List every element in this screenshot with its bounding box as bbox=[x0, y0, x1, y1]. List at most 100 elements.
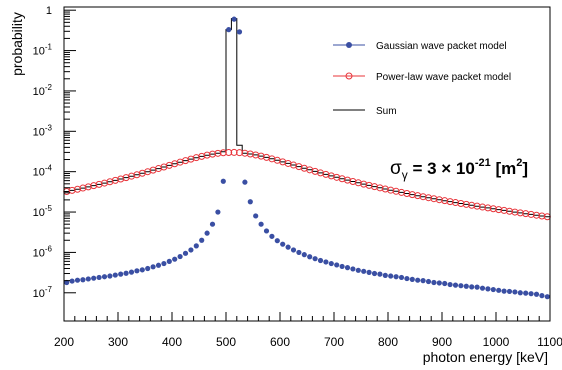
point-power-law bbox=[500, 206, 508, 214]
point-gaussian bbox=[501, 288, 507, 294]
point-power-law bbox=[522, 210, 530, 218]
sigma-unit-close: ] bbox=[522, 159, 528, 178]
point-gaussian bbox=[355, 267, 361, 273]
point-power-law bbox=[533, 211, 540, 219]
point-power-law bbox=[506, 207, 513, 215]
point-gaussian bbox=[479, 285, 486, 291]
point-power-law bbox=[473, 202, 481, 210]
y-tick-label: 10-1 bbox=[33, 43, 53, 58]
point-gaussian bbox=[485, 286, 491, 292]
sigma-equals: = 3 × 10 bbox=[408, 159, 475, 178]
point-power-law bbox=[230, 148, 238, 156]
point-gaussian bbox=[188, 247, 194, 253]
point-gaussian bbox=[296, 249, 302, 256]
point-gaussian bbox=[366, 269, 372, 275]
point-gaussian bbox=[280, 241, 286, 247]
point-gaussian bbox=[274, 238, 280, 244]
legend-entry-power-law: Power-law wave packet model bbox=[333, 72, 511, 83]
point-gaussian bbox=[172, 256, 178, 262]
point-gaussian bbox=[496, 287, 502, 293]
point-gaussian bbox=[512, 289, 518, 295]
point-gaussian bbox=[371, 270, 378, 277]
point-gaussian bbox=[242, 179, 248, 185]
point-gaussian bbox=[377, 271, 383, 277]
point-gaussian bbox=[123, 270, 129, 276]
legend-label-sum: Sum bbox=[376, 106, 397, 117]
point-gaussian bbox=[128, 269, 135, 275]
legend-entry-gaussian: Gaussian wave packet model bbox=[333, 41, 507, 52]
point-power-law bbox=[511, 208, 519, 216]
x-tick-label: 900 bbox=[432, 335, 452, 349]
x-tick-label: 600 bbox=[270, 335, 290, 349]
legend-label-gaussian: Gaussian wave packet model bbox=[376, 41, 507, 52]
point-gaussian bbox=[506, 288, 513, 295]
point-power-law bbox=[236, 149, 243, 157]
point-gaussian bbox=[112, 272, 118, 278]
point-gaussian bbox=[150, 264, 156, 270]
point-gaussian bbox=[404, 275, 410, 282]
point-gaussian bbox=[398, 274, 405, 281]
plot-frame bbox=[63, 6, 551, 322]
point-power-law bbox=[489, 205, 497, 213]
point-gaussian bbox=[96, 274, 102, 281]
sigma-exponent: -21 bbox=[475, 157, 491, 169]
point-gaussian bbox=[134, 268, 140, 274]
point-power-law bbox=[225, 148, 233, 156]
point-gaussian bbox=[285, 244, 291, 250]
point-gaussian bbox=[452, 282, 459, 288]
point-gaussian bbox=[85, 276, 91, 282]
point-gaussian bbox=[161, 260, 167, 267]
point-gaussian bbox=[118, 271, 124, 277]
point-power-law bbox=[538, 212, 546, 220]
point-gaussian bbox=[80, 277, 86, 283]
point-gaussian bbox=[463, 283, 469, 289]
point-gaussian bbox=[209, 221, 216, 227]
point-power-law bbox=[241, 149, 249, 157]
point-gaussian bbox=[469, 284, 475, 290]
x-tick-label: 1100 bbox=[537, 335, 562, 349]
point-gaussian bbox=[388, 273, 394, 279]
x-tick-label: 700 bbox=[324, 335, 344, 349]
point-gaussian bbox=[393, 274, 399, 280]
point-gaussian bbox=[247, 199, 253, 205]
x-tick-label: 400 bbox=[162, 335, 182, 349]
point-gaussian bbox=[361, 268, 367, 274]
point-gaussian bbox=[269, 233, 275, 239]
point-power-law bbox=[495, 206, 503, 214]
point-gaussian bbox=[253, 213, 259, 219]
point-gaussian bbox=[533, 291, 540, 297]
point-gaussian bbox=[290, 247, 297, 253]
point-gaussian bbox=[74, 277, 81, 283]
point-gaussian bbox=[301, 252, 307, 258]
point-power-law bbox=[484, 204, 492, 212]
legend-entry-sum: Sum bbox=[333, 106, 397, 117]
point-gaussian bbox=[425, 278, 432, 285]
axes: 200 300 400 500 600 700 800 900 1000 1100 10-7 10-6… bbox=[33, 5, 562, 349]
point-gaussian bbox=[182, 250, 189, 256]
y-tick-label: 10-2 bbox=[33, 83, 53, 98]
point-gaussian bbox=[474, 284, 480, 290]
point-gaussian bbox=[382, 272, 388, 278]
point-gaussian bbox=[263, 228, 270, 234]
sigma-subscript: γ bbox=[402, 168, 408, 182]
y-axis-label: probability bbox=[9, 12, 25, 76]
point-power-law bbox=[214, 149, 222, 157]
point-power-law bbox=[479, 203, 486, 211]
point-gaussian bbox=[107, 273, 113, 279]
legend-marker-power-law bbox=[345, 72, 353, 80]
point-gaussian bbox=[101, 274, 108, 280]
point-gaussian bbox=[328, 260, 334, 267]
point-gaussian bbox=[350, 266, 356, 272]
point-gaussian bbox=[215, 209, 221, 215]
legend-marker-gaussian bbox=[346, 42, 352, 48]
legend: Gaussian wave packet model Power-law wav… bbox=[333, 41, 511, 117]
x-tick-label: 500 bbox=[216, 335, 236, 349]
point-gaussian bbox=[523, 290, 529, 296]
point-gaussian bbox=[177, 253, 183, 260]
point-gaussian bbox=[69, 278, 75, 284]
point-gaussian bbox=[258, 221, 264, 227]
point-gaussian bbox=[409, 276, 415, 282]
y-tick-label: 10-3 bbox=[33, 123, 53, 138]
point-gaussian bbox=[528, 291, 534, 297]
point-gaussian bbox=[64, 279, 70, 286]
